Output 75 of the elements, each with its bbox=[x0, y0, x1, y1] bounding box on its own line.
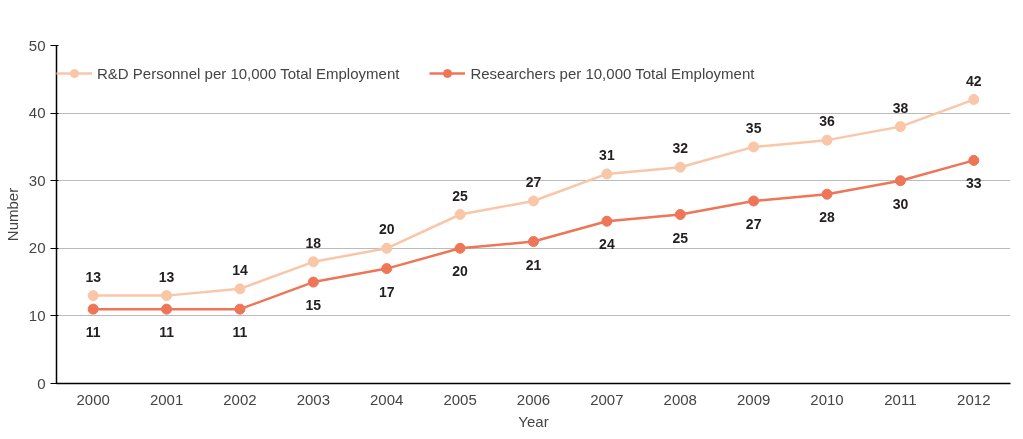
data-label: 17 bbox=[378, 283, 395, 300]
data-label: 27 bbox=[745, 215, 762, 232]
point bbox=[601, 168, 613, 180]
x-tick-label: 2012 bbox=[957, 390, 991, 408]
point bbox=[894, 121, 906, 133]
data-label: 42 bbox=[966, 72, 982, 89]
data-label: 20 bbox=[378, 221, 395, 238]
data-label: 15 bbox=[305, 297, 322, 314]
x-tick-label: 2004 bbox=[370, 390, 404, 408]
data-label: 11 bbox=[85, 324, 101, 341]
x-tick-label: 2000 bbox=[76, 390, 110, 408]
point bbox=[234, 303, 246, 315]
x-tick-label: 2002 bbox=[223, 390, 257, 408]
y-tick-label: 50 bbox=[28, 36, 46, 54]
point bbox=[87, 290, 99, 302]
data-label: 21 bbox=[525, 256, 542, 273]
data-label: 14 bbox=[232, 261, 248, 278]
point bbox=[381, 242, 393, 254]
point bbox=[674, 161, 686, 173]
point bbox=[161, 290, 173, 302]
point bbox=[87, 303, 99, 315]
x-axis-title: Year bbox=[518, 412, 549, 430]
data-label: 24 bbox=[599, 236, 615, 253]
data-label: 13 bbox=[158, 268, 175, 285]
data-label: 31 bbox=[599, 146, 615, 163]
point bbox=[748, 195, 760, 207]
x-tick-label: 2005 bbox=[443, 390, 477, 408]
data-label: 25 bbox=[672, 229, 689, 246]
point bbox=[968, 154, 980, 166]
data-label: 38 bbox=[892, 99, 909, 116]
point bbox=[528, 236, 539, 248]
data-label: 11 bbox=[159, 324, 175, 341]
point bbox=[674, 209, 686, 220]
data-label: 25 bbox=[452, 187, 469, 204]
point bbox=[821, 188, 833, 200]
point bbox=[161, 303, 173, 315]
point bbox=[821, 134, 833, 146]
data-label: 36 bbox=[819, 113, 836, 130]
data-label: 20 bbox=[452, 263, 469, 280]
point bbox=[454, 209, 466, 220]
x-tick-label: 2001 bbox=[149, 390, 184, 408]
data-label: 18 bbox=[305, 234, 322, 251]
x-tick-label: 2003 bbox=[296, 390, 331, 408]
point bbox=[748, 141, 760, 153]
legend-label: R&D Personnel per 10,000 Total Employment bbox=[97, 64, 400, 82]
x-tick-label: 2007 bbox=[590, 390, 624, 408]
x-tick-label: 2008 bbox=[663, 390, 697, 408]
point bbox=[601, 215, 613, 227]
data-label: 11 bbox=[232, 324, 248, 341]
data-label: 28 bbox=[819, 209, 836, 226]
point bbox=[307, 276, 319, 288]
y-tick-label: 0 bbox=[37, 374, 46, 392]
legend-label: Researchers per 10,000 Total Employment bbox=[470, 64, 755, 82]
x-tick-label: 2009 bbox=[736, 390, 771, 408]
y-axis-title: Number bbox=[3, 187, 21, 242]
data-label: 27 bbox=[525, 173, 542, 190]
point bbox=[968, 94, 980, 106]
point bbox=[528, 195, 539, 207]
data-label: 35 bbox=[745, 119, 762, 136]
point bbox=[894, 175, 906, 187]
point bbox=[381, 263, 393, 275]
data-label: 32 bbox=[672, 140, 689, 157]
x-tick-label: 2011 bbox=[884, 390, 917, 408]
y-tick-label: 40 bbox=[28, 104, 46, 122]
data-label: 13 bbox=[85, 268, 102, 285]
point bbox=[454, 242, 466, 254]
y-tick-label: 30 bbox=[28, 171, 46, 189]
x-tick-label: 2010 bbox=[810, 390, 844, 408]
data-label: 30 bbox=[892, 195, 909, 212]
y-tick-label: 20 bbox=[28, 239, 46, 257]
point bbox=[234, 283, 246, 295]
y-tick-label: 10 bbox=[28, 306, 46, 324]
x-tick-label: 2006 bbox=[516, 390, 551, 408]
point bbox=[307, 256, 319, 268]
data-label: 33 bbox=[966, 175, 982, 192]
